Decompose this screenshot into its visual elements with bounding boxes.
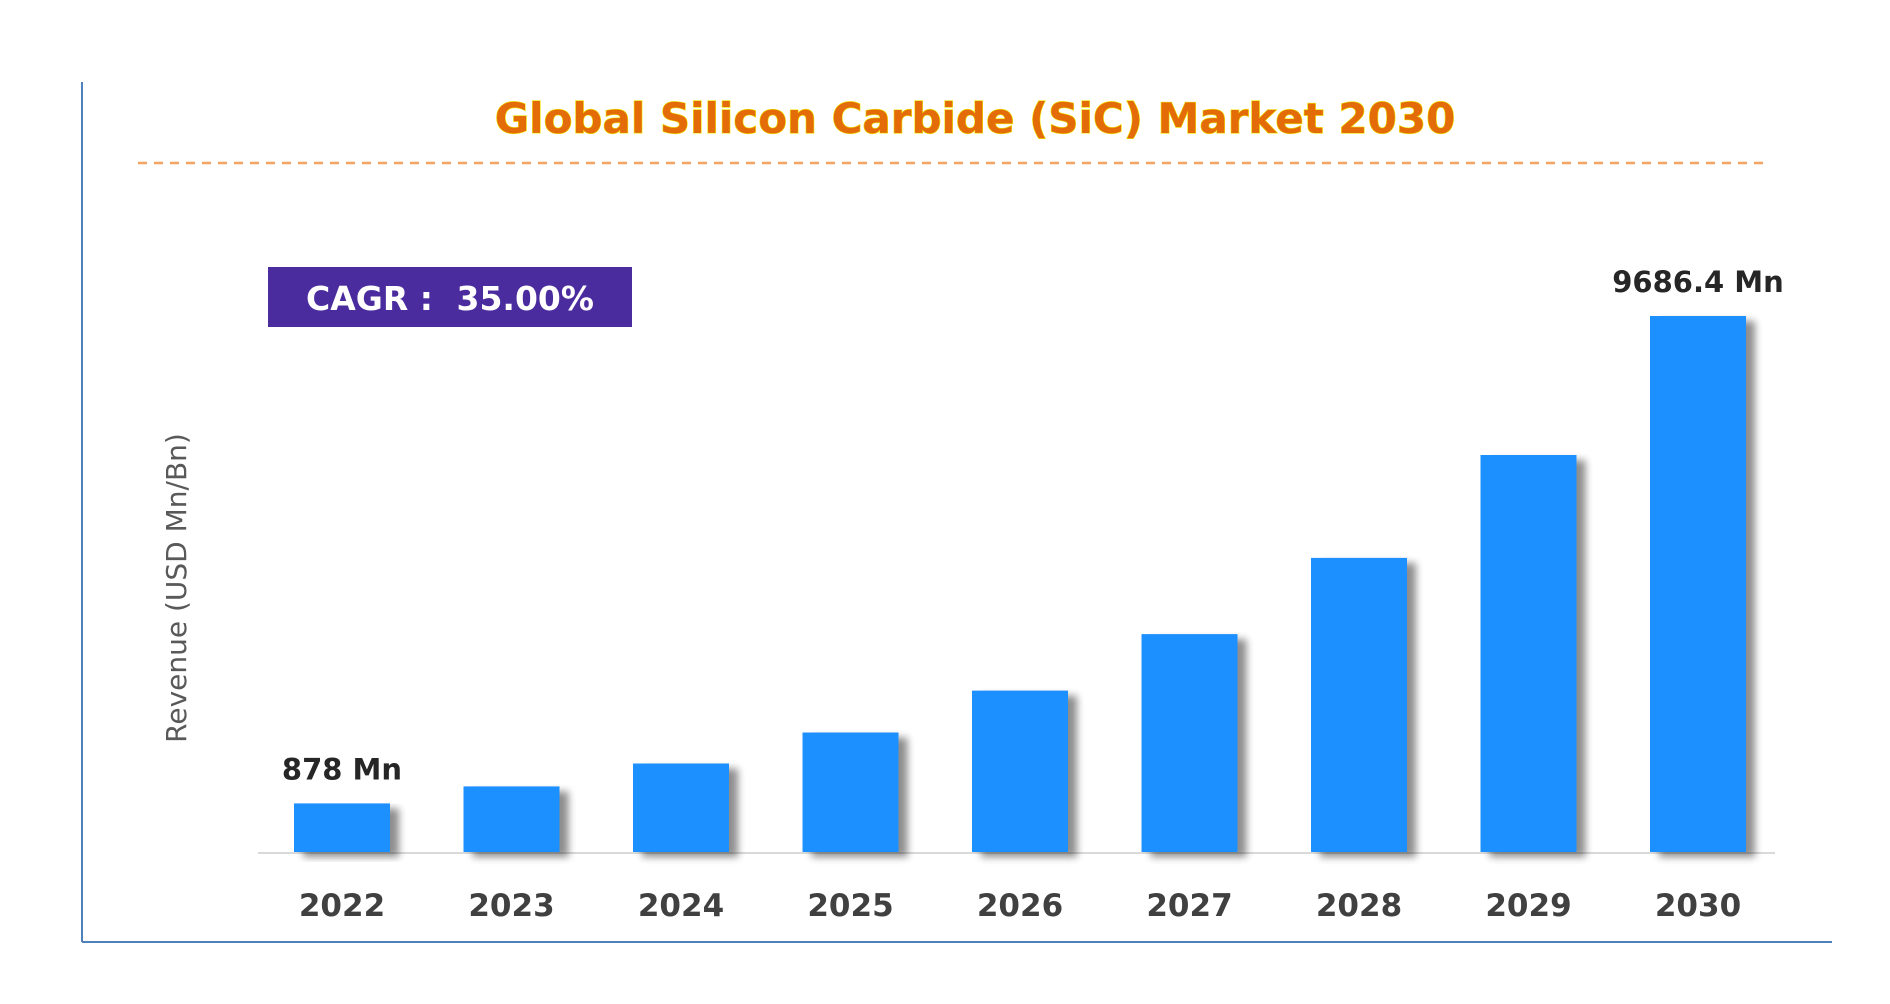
bar-2027: [1141, 634, 1238, 852]
cagr-label: CAGR :: [306, 279, 433, 318]
bar-2029: [1480, 455, 1577, 852]
x-tick-label-2025: 2025: [807, 888, 893, 924]
bar-2024: [633, 763, 729, 852]
x-tick-label-2029: 2029: [1485, 888, 1571, 924]
x-tick-label-2024: 2024: [638, 888, 724, 924]
cagr-box: [268, 267, 632, 327]
cagr-badge: CAGR : 35.00%: [268, 267, 632, 327]
bar-2028: [1311, 557, 1407, 852]
x-tick-label-2026: 2026: [977, 888, 1063, 924]
data-label-2030: 9686.4 Mn: [1612, 265, 1784, 299]
x-tick-label-2028: 2028: [1316, 888, 1402, 924]
cagr-value: 35.00%: [457, 279, 594, 318]
bar-2022: [294, 803, 390, 852]
data-labels: 878 Mn 9686.4 Mn: [282, 265, 1784, 786]
bar-2025: [802, 732, 899, 852]
x-tick-label-2022: 2022: [299, 888, 385, 924]
cagr-text: CAGR : 35.00%: [306, 279, 594, 318]
y-axis-label: Revenue (USD Mn/Bn): [160, 433, 193, 743]
bars-group: [294, 316, 1746, 852]
bar-2030: [1650, 316, 1746, 852]
bar-2023: [463, 786, 560, 852]
x-tick-label-2030: 2030: [1655, 888, 1741, 924]
bar-2026: [972, 690, 1068, 852]
x-tick-labels: 2022 2023 2024 2025 2026 2027 2028 2029 2030: [299, 888, 1741, 924]
chart-title: Global Silicon Carbide (SiC) Market 2030: [495, 94, 1456, 143]
x-tick-label-2023: 2023: [468, 888, 554, 924]
data-label-2022: 878 Mn: [282, 752, 402, 786]
x-tick-label-2027: 2027: [1146, 888, 1232, 924]
